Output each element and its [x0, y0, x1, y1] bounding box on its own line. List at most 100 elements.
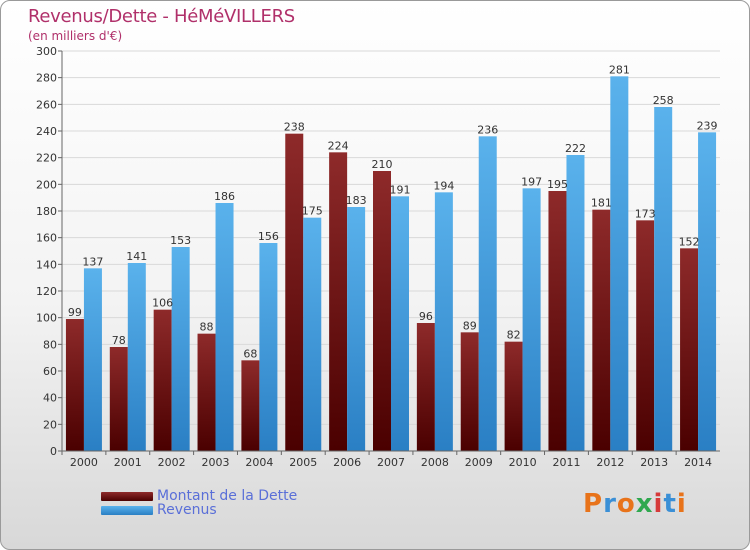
- data-label-revenue: 222: [565, 142, 586, 155]
- data-label-revenue: 186: [214, 190, 235, 203]
- bar-debt-2013: [636, 220, 655, 451]
- data-label-revenue: 236: [477, 123, 498, 136]
- bar-debt-2004: [241, 360, 260, 451]
- y-tick-label: 200: [36, 178, 57, 191]
- y-tick-label: 40: [43, 392, 57, 405]
- y-tick-label: 240: [36, 125, 57, 138]
- data-label-revenue: 156: [258, 230, 279, 243]
- bar-revenue-2010: [522, 188, 541, 452]
- bar-debt-2014: [680, 248, 699, 451]
- data-label-revenue: 191: [390, 183, 411, 196]
- y-tick-label: 120: [36, 285, 57, 298]
- bar-revenue-2002: [171, 247, 190, 451]
- data-label-revenue: 153: [170, 234, 191, 247]
- bar-revenue-2007: [391, 196, 409, 451]
- y-tick-label: 100: [36, 312, 57, 325]
- data-label-revenue: 175: [302, 205, 323, 218]
- legend-label-debt: Montant de la Dette: [157, 488, 298, 504]
- bar-revenue-2006: [347, 207, 366, 451]
- proxiti-logo: Proxiti: [583, 489, 687, 519]
- y-tick-label: 180: [36, 205, 57, 218]
- bar-debt-2007: [373, 171, 391, 451]
- x-tick-label: 2013: [640, 456, 668, 469]
- data-label-debt: 173: [635, 207, 656, 220]
- bars: [65, 76, 717, 452]
- x-tick-label: 2006: [333, 456, 361, 469]
- legend-item-debt: Montant de la Dette: [101, 488, 297, 504]
- data-label-debt: 88: [200, 321, 214, 334]
- data-label-revenue: 258: [653, 94, 674, 107]
- data-label-debt: 89: [463, 319, 477, 332]
- y-tick-label: 140: [36, 258, 57, 271]
- bar-debt-2005: [285, 133, 304, 451]
- bar-debt-2010: [504, 341, 523, 451]
- data-label-debt: 210: [372, 158, 393, 171]
- data-label-revenue: 183: [346, 194, 367, 207]
- data-labels: 99 137 78 141 106 153 88 186 68 156 238 175 224 183 21…: [68, 63, 718, 360]
- y-tick-label: 280: [36, 72, 57, 85]
- x-tick-label: 2011: [552, 456, 580, 469]
- data-label-debt: 96: [419, 310, 433, 323]
- x-tick-label: 2009: [465, 456, 493, 469]
- legend-swatch-debt: [101, 491, 153, 501]
- data-label-revenue: 239: [697, 119, 718, 132]
- bar-debt-2006: [329, 152, 348, 452]
- bar-revenue-2008: [434, 192, 453, 452]
- bar-debt-2000: [65, 319, 84, 451]
- bar-revenue-2005: [303, 217, 322, 451]
- legend-swatch-revenue: [101, 505, 153, 515]
- y-axis: 0 20 40 60 80 100 120 140 160 180 200 220 240 260 280 3…: [36, 45, 63, 458]
- x-tick-label: 2003: [202, 456, 230, 469]
- legend-label-revenue: Revenus: [157, 502, 217, 518]
- data-label-debt: 78: [112, 334, 126, 347]
- x-tick-label: 2007: [377, 456, 405, 469]
- x-axis: 2000 2001 2002 2003 2004 2005 2006 2007 2008 2009…: [61, 450, 720, 469]
- data-label-revenue: 281: [609, 63, 630, 76]
- bar-debt-2009: [460, 332, 479, 451]
- legend-item-revenue: Revenus: [101, 502, 217, 518]
- bar-debt-2012: [592, 209, 611, 451]
- data-label-debt: 106: [152, 297, 173, 310]
- x-tick-label: 2000: [70, 456, 98, 469]
- data-label-debt: 181: [591, 197, 612, 210]
- bar-debt-2001: [109, 347, 128, 451]
- y-tick-label: 220: [36, 152, 57, 165]
- bar-revenue-2003: [215, 203, 234, 451]
- bar-revenue-2014: [698, 132, 717, 452]
- bar-revenue-2000: [83, 268, 102, 451]
- y-tick-label: 20: [43, 418, 57, 431]
- x-tick-label: 2012: [596, 456, 624, 469]
- chart-subtitle: (en milliers d'€): [28, 29, 123, 43]
- y-tick-label: 160: [36, 232, 57, 245]
- data-label-revenue: 194: [433, 179, 454, 192]
- x-tick-label: 2001: [114, 456, 142, 469]
- data-label-debt: 195: [547, 178, 568, 191]
- bar-revenue-2004: [259, 243, 278, 451]
- y-tick-label: 0: [50, 445, 57, 458]
- x-tick-label: 2004: [245, 456, 273, 469]
- bar-revenue-2009: [478, 136, 497, 452]
- x-tick-label: 2002: [158, 456, 186, 469]
- bar-revenue-2011: [566, 155, 585, 451]
- y-tick-label: 60: [43, 365, 57, 378]
- bar-revenue-2012: [610, 76, 629, 451]
- data-label-debt: 99: [68, 306, 82, 319]
- data-label-revenue: 197: [521, 175, 542, 188]
- y-tick-label: 300: [36, 45, 57, 58]
- data-label-debt: 152: [679, 235, 700, 248]
- bar-debt-2003: [197, 333, 216, 451]
- bar-revenue-2001: [127, 263, 146, 451]
- y-tick-label: 260: [36, 98, 57, 111]
- bar-debt-2002: [153, 309, 172, 451]
- bar-revenue-2013: [654, 107, 673, 451]
- x-tick-label: 2010: [509, 456, 537, 469]
- x-tick-label: 2014: [684, 456, 712, 469]
- data-label-debt: 82: [507, 329, 521, 342]
- x-tick-label: 2008: [421, 456, 449, 469]
- y-tick-label: 80: [43, 338, 57, 351]
- data-label-revenue: 137: [82, 255, 103, 268]
- data-label-debt: 224: [328, 139, 349, 152]
- data-label-debt: 68: [243, 347, 257, 360]
